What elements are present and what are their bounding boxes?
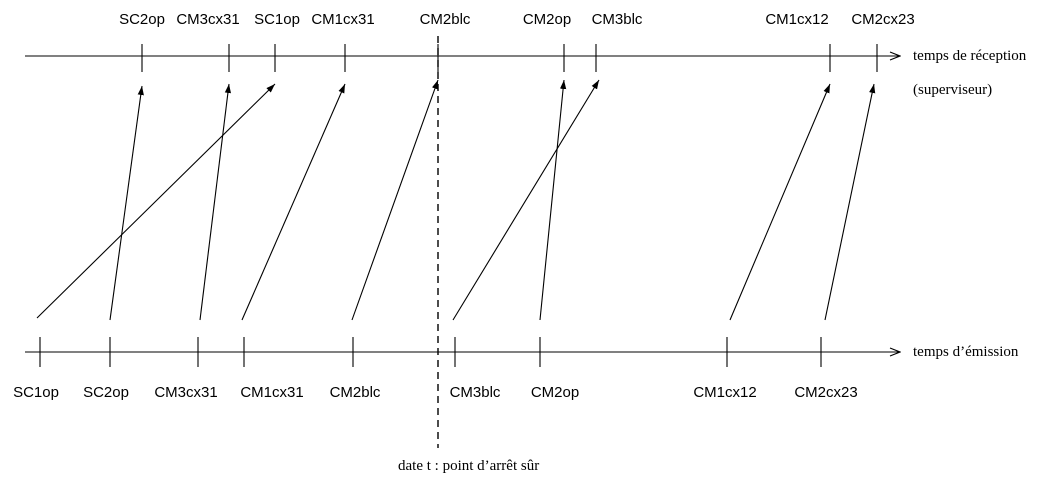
emission-labels: SC1op SC2op CM3cx31 CM1cx31 CM2blc CM3bl… xyxy=(13,384,858,401)
emission-event-label: CM3blc xyxy=(450,384,501,401)
emission-ticks xyxy=(39,337,822,367)
emission-event-label: CM1cx12 xyxy=(693,384,756,401)
message-arrow-cm2op xyxy=(539,79,567,321)
reception-event-label: CM1cx12 xyxy=(765,11,828,28)
message-arrow-sc1op xyxy=(36,83,276,319)
message-arrows xyxy=(36,79,876,321)
emission-event-label: CM2cx23 xyxy=(794,384,857,401)
reception-ticks xyxy=(141,44,878,72)
message-arrow-cm2cx23 xyxy=(824,83,876,321)
message-arrow-sc2op xyxy=(109,85,144,321)
message-arrow-cm3blc xyxy=(452,79,600,321)
reception-event-label: SC1op xyxy=(254,11,300,28)
reception-event-label: CM1cx31 xyxy=(311,11,374,28)
reception-event-label: CM3blc xyxy=(592,11,643,28)
reception-event-label: CM2op xyxy=(523,11,571,28)
message-arrow-cm1cx12 xyxy=(729,83,831,321)
emission-event-label: SC1op xyxy=(13,384,59,401)
safe-cut-label: date t : point d’arrêt sûr xyxy=(398,458,539,474)
reception-event-label: CM3cx31 xyxy=(176,11,239,28)
reception-axis-sublabel: (superviseur) xyxy=(913,82,992,98)
message-arrow-cm1cx31 xyxy=(241,83,346,321)
emission-axis-label: temps d’émission xyxy=(913,344,1019,360)
emission-event-label: CM2blc xyxy=(330,384,381,401)
reception-event-label: CM2cx23 xyxy=(851,11,914,28)
message-arrow-cm2blc xyxy=(351,79,439,321)
reception-event-label: CM2blc xyxy=(420,11,471,28)
emission-event-label: SC2op xyxy=(83,384,129,401)
reception-labels: SC2op CM3cx31 SC1op CM1cx31 CM2blc CM2op… xyxy=(119,11,915,28)
emission-event-label: CM3cx31 xyxy=(154,384,217,401)
reception-axis-label: temps de réception xyxy=(913,48,1027,64)
message-arrow-cm3cx31 xyxy=(199,83,232,321)
reception-event-label: SC2op xyxy=(119,11,165,28)
emission-event-label: CM2op xyxy=(531,384,579,401)
emission-event-label: CM1cx31 xyxy=(240,384,303,401)
